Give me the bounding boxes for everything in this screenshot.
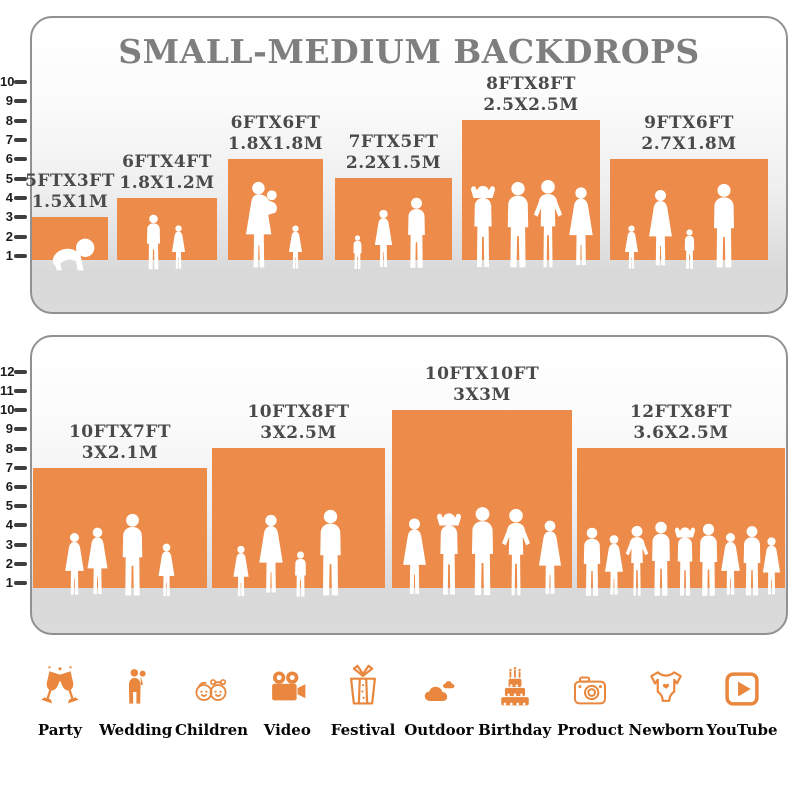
category-product: Product xyxy=(553,662,629,739)
y-axis-tick: 10 xyxy=(0,74,27,89)
y-axis-tick: 2 xyxy=(0,556,27,571)
party-icon xyxy=(37,662,83,710)
y-axis-tick: 11 xyxy=(0,384,27,398)
y-axis-tick: 12 xyxy=(0,364,27,379)
y-axis-tick: 5 xyxy=(0,499,27,513)
backdrop-bar-5x3: 5FTX3FT 1.5X1M xyxy=(25,171,114,271)
y-axis-tick: 9 xyxy=(0,94,27,108)
bar-label: 9FTX6FT 2.7X1.8M xyxy=(641,112,737,155)
y-axis-tick: 9 xyxy=(0,422,27,436)
festival-icon xyxy=(341,662,385,710)
product-icon xyxy=(568,662,612,710)
y-axis-tick: 8 xyxy=(0,113,27,128)
people-silhouette-family4 xyxy=(624,183,735,269)
people-silhouette-crowd xyxy=(583,521,781,596)
category-label: Outdoor xyxy=(404,721,474,739)
people-silhouette-family4 xyxy=(233,509,341,597)
people-silhouette-adults5 xyxy=(403,507,562,596)
people-silhouette-adults4 xyxy=(470,179,593,268)
category-children: Children xyxy=(174,662,250,739)
y-axis-tick: 4 xyxy=(0,518,27,532)
children-icon xyxy=(187,662,235,710)
category-outdoor: Outdoor xyxy=(401,662,477,739)
bar-label: 6FTX6FT 1.8X1.8M xyxy=(227,112,324,155)
bar-label: 5FTX3FT 1.5X1M xyxy=(25,170,115,213)
bar-label: 12FTX8FT 3.6X2.5M xyxy=(629,401,733,444)
y-axis-tick: 2 xyxy=(0,229,27,244)
people-silhouette-mother-child xyxy=(245,181,303,269)
backdrop-bar-6x4: 6FTX4FT 1.8X1.2M xyxy=(117,152,217,270)
backdrop-bar-7x5: 7FTX5FT 2.2X1.5M xyxy=(335,132,452,269)
backdrop-bar-8x8: 8FTX8FT 2.5X2.5M xyxy=(462,74,600,268)
backdrop-bar-10x10: 10FTX10FT 3X3M xyxy=(392,364,572,596)
video-icon xyxy=(264,662,310,710)
y-axis-tick: 1 xyxy=(0,249,27,263)
y-axis-tick: 3 xyxy=(0,210,27,224)
bar-label: 10FTX7FT 3X2.1M xyxy=(68,421,172,464)
backdrop-bar-10x8: 10FTX8FT 3X2.5M xyxy=(212,402,385,597)
category-row: Party Wedding xyxy=(22,662,780,739)
y-axis-tick: 4 xyxy=(0,190,27,205)
category-birthday: Birthday xyxy=(477,662,553,739)
category-label: Party xyxy=(37,721,82,739)
category-label: Video xyxy=(263,721,311,739)
y-axis-tick: 10 xyxy=(0,403,27,417)
category-label: Children xyxy=(174,721,249,739)
page-title: SMALL-MEDIUM BACKDROPS xyxy=(118,32,700,71)
y-axis-tick: 7 xyxy=(0,460,27,475)
backdrop-bar-9x6: 9FTX6FT 2.7X1.8M xyxy=(610,113,768,269)
y-axis-tick: 1 xyxy=(0,576,27,590)
category-newborn: Newborn xyxy=(628,662,704,739)
y-axis-tick: 5 xyxy=(0,171,27,186)
category-video: Video xyxy=(249,662,325,739)
backdrop-bar-6x6: 6FTX6FT 1.8X1.8M xyxy=(228,113,323,269)
newborn-icon xyxy=(643,662,689,710)
y-axis-tick: 3 xyxy=(0,537,27,552)
category-label: Product xyxy=(557,721,624,739)
bar-label: 6FTX4FT 1.8X1.2M xyxy=(119,151,215,194)
category-party: Party xyxy=(22,662,98,739)
category-label: Wedding xyxy=(99,721,173,739)
category-wedding: Wedding xyxy=(98,662,174,739)
youtube-icon xyxy=(721,662,763,710)
backdrop-bar-10x7: 10FTX7FT 3X2.1M xyxy=(33,422,207,597)
category-label: Birthday xyxy=(478,721,552,739)
wedding-icon xyxy=(116,662,156,710)
birthday-icon xyxy=(493,662,537,710)
bar-label: 7FTX5FT 2.2X1.5M xyxy=(345,131,442,174)
people-silhouette-family3 xyxy=(353,197,425,269)
bar-label: 8FTX8FT 2.5X2.5M xyxy=(483,73,579,116)
bar-label: 10FTX8FT 3X2.5M xyxy=(247,401,350,444)
backdrop-bar-12x8: 12FTX8FT 3.6X2.5M xyxy=(577,402,785,596)
people-silhouette-group4 xyxy=(65,513,175,597)
people-silhouette-baby xyxy=(52,238,95,271)
bar-label: 10FTX10FT 3X3M xyxy=(424,363,540,406)
people-silhouette-children xyxy=(146,214,186,270)
y-axis-tick: 8 xyxy=(0,441,27,456)
y-axis-tick: 6 xyxy=(0,152,27,166)
y-axis-tick: 6 xyxy=(0,480,27,494)
category-label: YouTube xyxy=(706,721,778,739)
category-label: Newborn xyxy=(628,721,704,739)
category-festival: Festival xyxy=(325,662,401,739)
outdoor-icon xyxy=(417,662,461,710)
category-youtube: YouTube xyxy=(704,662,780,739)
y-axis-tick: 7 xyxy=(0,132,27,147)
category-label: Festival xyxy=(330,721,396,739)
